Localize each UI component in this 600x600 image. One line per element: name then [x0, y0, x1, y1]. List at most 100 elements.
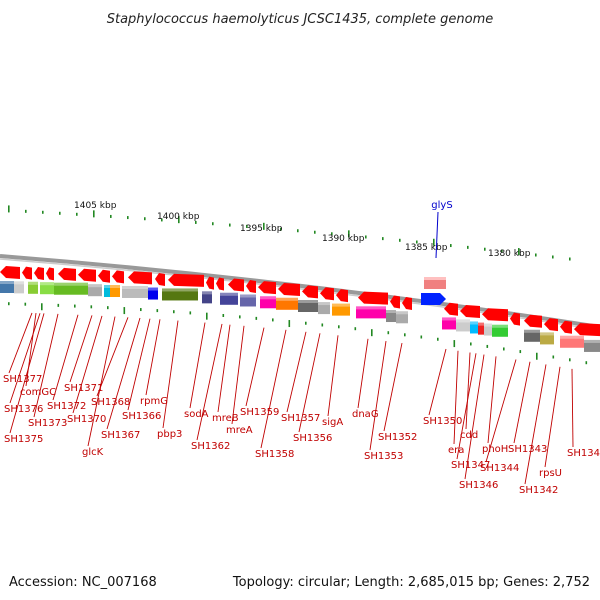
inner-tick [321, 323, 324, 327]
gene-label[interactable]: phoH [482, 444, 508, 455]
feature-segment [122, 285, 148, 298]
gene-label[interactable]: SH1371 [64, 383, 103, 394]
feature-segment-shine [332, 303, 350, 307]
leader-line [383, 342, 403, 432]
gene-label[interactable]: SH1367 [101, 430, 140, 441]
gene-label[interactable]: SH1344 [480, 463, 519, 474]
scale-tick [535, 253, 537, 257]
gene-label[interactable]: rpsU [539, 468, 562, 479]
gene-label[interactable]: cdd [460, 430, 478, 441]
feature-segment [318, 302, 330, 315]
gene-label[interactable]: SH1366 [122, 411, 161, 422]
feature-segment-shine [122, 285, 148, 289]
feature-segment [540, 332, 554, 345]
feature-segment [148, 287, 158, 300]
feature-segment [40, 282, 54, 295]
scale-tick [178, 216, 180, 224]
feature-segment-shine [470, 321, 478, 325]
gene-label[interactable]: SH1342 [519, 485, 558, 496]
inner-tick [305, 321, 307, 325]
feature-segment-shine [386, 310, 396, 314]
gene-label[interactable]: mreB [212, 413, 239, 424]
inner-tick [569, 358, 571, 362]
gene-label[interactable]: SH1340 [567, 448, 600, 459]
gene-label[interactable]: SH1350 [423, 416, 462, 427]
feature-segment-shine [484, 323, 492, 327]
gene-label[interactable]: SH1373 [28, 418, 67, 429]
feature-segment [456, 319, 470, 332]
gene-label[interactable]: sodA [184, 409, 209, 420]
glyS-arrow[interactable] [421, 293, 446, 305]
gene-arrow [0, 266, 20, 279]
inner-tick [206, 312, 208, 320]
gene-label[interactable]: SH1358 [255, 449, 294, 460]
feature-segment-shine [276, 297, 298, 301]
gene-arrow [560, 320, 572, 334]
gene-arrow [574, 323, 600, 337]
feature-segment [478, 322, 484, 335]
gene-label[interactable]: era [448, 445, 464, 456]
gene-label[interactable]: glcK [82, 447, 104, 458]
gene-label[interactable]: SH1347 [451, 460, 490, 471]
gene-label[interactable]: SH1376 [4, 404, 43, 415]
feature-segment [220, 292, 238, 305]
highlight-gene[interactable]: glyS [421, 200, 453, 305]
feature-segment [14, 281, 24, 294]
feature-segment [470, 321, 478, 334]
genome-summary: Topology: circular; Length: 2,685,015 bp… [232, 575, 590, 590]
gene-arrow [258, 281, 276, 295]
leader-line [106, 317, 141, 430]
gene-label[interactable]: SH1356 [293, 433, 332, 444]
inner-tick [519, 350, 522, 354]
gene-label[interactable]: rpmG [140, 396, 168, 407]
leader-line [8, 312, 33, 374]
gene-arrow [544, 318, 558, 332]
leader-line [357, 338, 369, 409]
feature-segment-shine [240, 294, 256, 298]
gene-label[interactable]: SH1359 [240, 407, 279, 418]
feature-segment [54, 282, 88, 295]
inner-tick [239, 315, 241, 319]
leader-line [9, 313, 45, 434]
glyS-box-highlight [424, 277, 446, 280]
leader-line [524, 364, 547, 485]
gene-label[interactable]: pbp3 [157, 429, 182, 440]
gene-label[interactable]: SH1343 [508, 444, 547, 455]
inner-tick [503, 347, 505, 351]
scale-tick [195, 220, 197, 224]
gene-arrow [524, 314, 542, 328]
feature-segment [276, 297, 298, 310]
feature-segment [298, 299, 318, 312]
gene-arrow [444, 302, 458, 316]
leader-line [544, 366, 561, 468]
feature-segment-shine [560, 335, 584, 339]
scale-label: 1380 kbp [488, 249, 531, 259]
gene-label[interactable]: sigA [322, 417, 343, 428]
gene-label[interactable]: SH1352 [378, 432, 417, 443]
gene-label[interactable]: SH1353 [364, 451, 403, 462]
gene-label[interactable]: comGC [20, 387, 56, 398]
gene-label[interactable]: SH1357 [281, 413, 320, 424]
gene-label[interactable]: mreA [226, 425, 253, 436]
scale-tick [212, 222, 214, 226]
scale-tick [280, 227, 282, 231]
gene-arrow [128, 271, 152, 285]
gene-arrow [390, 295, 400, 309]
gene-arrow [34, 267, 44, 281]
gene-label[interactable]: SH1375 [4, 434, 43, 445]
gene-arrow [98, 269, 110, 283]
gene-label[interactable]: SH1362 [191, 441, 230, 452]
scale-tick [382, 237, 384, 241]
inner-tick [552, 355, 555, 359]
inner-tick [470, 342, 472, 346]
gene-label[interactable]: SH1346 [459, 480, 498, 491]
scale-tick [42, 210, 44, 214]
gene-arrow [278, 282, 300, 296]
gene-label[interactable]: SH1368 [91, 397, 130, 408]
gene-label[interactable]: SH1372 [47, 401, 86, 412]
leader-line [286, 331, 307, 413]
gene-label[interactable]: SH1370 [67, 414, 106, 425]
inner-tick [420, 335, 423, 339]
gene-label[interactable]: SH1377 [3, 374, 42, 385]
gene-label[interactable]: dnaG [352, 409, 379, 420]
